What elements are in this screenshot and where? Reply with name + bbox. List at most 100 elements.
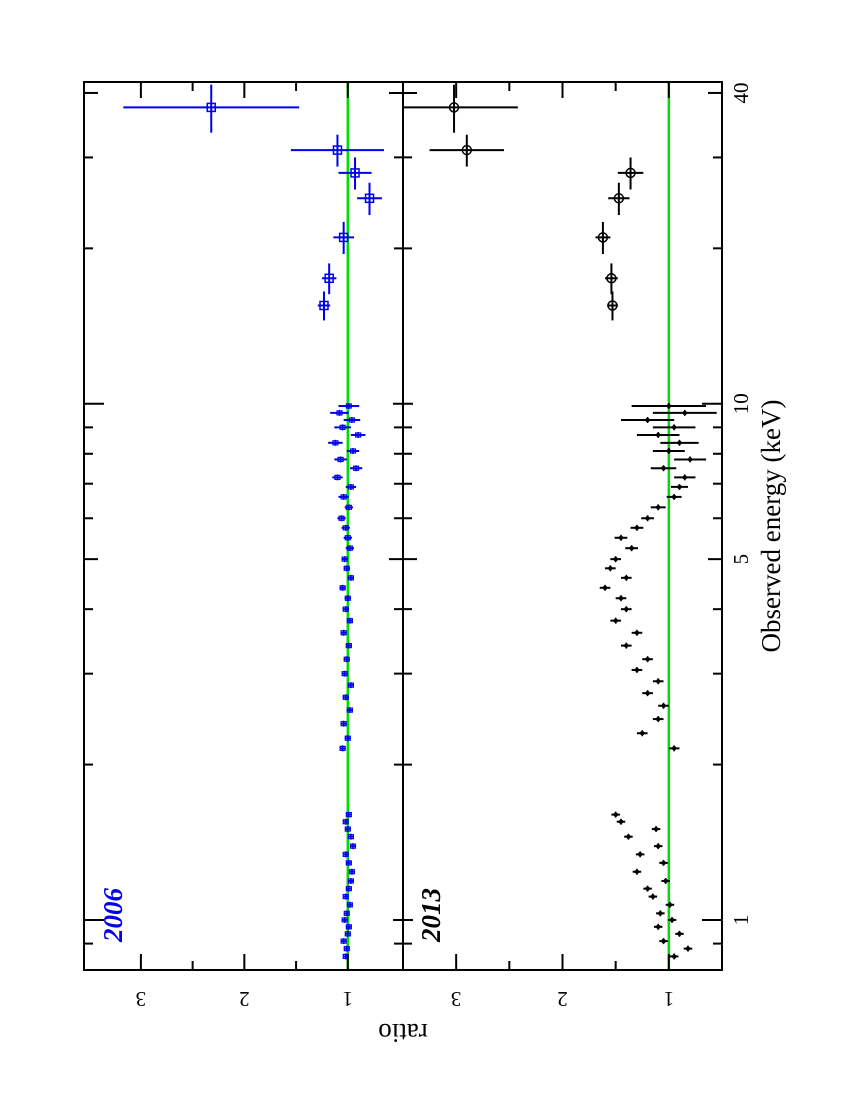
data-point xyxy=(340,494,347,500)
data-point xyxy=(607,300,618,311)
data-point xyxy=(677,484,682,490)
data-point xyxy=(666,403,672,409)
data-point xyxy=(602,585,608,591)
data-point xyxy=(342,694,349,700)
data-point xyxy=(345,403,352,409)
data-point xyxy=(667,902,673,908)
data-point xyxy=(345,924,352,930)
data-point xyxy=(346,902,353,908)
data-point xyxy=(656,924,661,930)
data-point xyxy=(340,721,347,727)
data-point xyxy=(339,745,346,751)
data-point xyxy=(319,300,329,311)
data-point xyxy=(348,869,356,875)
data-point xyxy=(346,545,353,551)
panel-2013: 2013 xyxy=(403,82,717,970)
data-point xyxy=(645,886,650,891)
data-point xyxy=(345,643,352,649)
y-axis-title: ratio xyxy=(378,1018,427,1048)
data-point xyxy=(658,911,663,916)
data-point xyxy=(685,946,691,951)
data-point xyxy=(341,917,348,923)
data-point xyxy=(339,585,346,591)
data-point xyxy=(650,894,656,899)
data-point xyxy=(343,946,350,952)
data-point xyxy=(332,440,339,446)
data-point xyxy=(347,682,354,688)
panel-label: 2013 xyxy=(416,888,446,943)
data-point xyxy=(340,938,347,944)
data-point xyxy=(342,819,349,825)
data-point xyxy=(355,432,362,438)
panel-label: 2006 xyxy=(98,888,128,944)
data-point xyxy=(336,410,343,416)
data-point xyxy=(350,168,360,178)
data-point xyxy=(346,707,353,713)
data-point xyxy=(634,667,640,673)
x-tick-label: 10 xyxy=(729,393,753,414)
data-point xyxy=(448,102,460,113)
data-point xyxy=(332,145,343,155)
data-point xyxy=(656,432,661,438)
y-tick-label: 1 xyxy=(664,987,675,1011)
data-point xyxy=(629,546,634,551)
data-point xyxy=(345,504,352,510)
data-point xyxy=(624,606,629,612)
data-point xyxy=(687,457,693,462)
data-point xyxy=(346,618,353,624)
data-point xyxy=(624,643,629,648)
data-point xyxy=(677,440,682,446)
data-point xyxy=(666,448,672,454)
data-point xyxy=(344,826,351,832)
data-point xyxy=(344,735,351,741)
data-point xyxy=(645,417,650,423)
data-point xyxy=(671,494,677,500)
data-point xyxy=(634,525,640,531)
data-point xyxy=(352,465,360,471)
axis-labels: 1 5 10 40 Observed energy (keV) ratio 1 2 3 3 2 1 xyxy=(136,82,786,1048)
data-point xyxy=(613,618,618,623)
data-point xyxy=(334,474,341,480)
data-point xyxy=(656,716,661,722)
data-point xyxy=(341,671,348,677)
data-point xyxy=(345,860,352,866)
x-axis-title: Observed energy (keV) xyxy=(756,400,786,653)
data-point xyxy=(338,515,345,521)
data-point xyxy=(669,917,675,923)
data-point xyxy=(342,525,349,531)
data-point xyxy=(608,566,613,571)
data-point xyxy=(656,843,661,849)
data-point xyxy=(618,819,624,824)
x-tick-label: 40 xyxy=(729,82,753,103)
data-point xyxy=(626,834,631,839)
data-point xyxy=(624,575,629,581)
data-point xyxy=(344,535,351,541)
data-point xyxy=(347,878,354,884)
data-point xyxy=(349,448,357,454)
data-point xyxy=(634,630,640,635)
x-tick-label: 5 xyxy=(729,554,753,565)
data-point xyxy=(640,731,645,736)
data-point xyxy=(613,556,618,562)
data-point xyxy=(597,232,609,243)
y-tick-label: 1 xyxy=(343,987,354,1011)
data-point xyxy=(348,417,356,423)
data-point xyxy=(347,575,354,581)
data-point xyxy=(340,630,347,636)
data-point xyxy=(206,102,216,113)
data-point xyxy=(613,193,625,204)
data-point xyxy=(671,425,677,430)
data-point xyxy=(671,746,677,751)
data-point xyxy=(342,606,349,612)
y-tick-label: 2 xyxy=(239,987,250,1011)
data-point xyxy=(349,843,357,849)
data-point xyxy=(343,656,350,662)
data-point xyxy=(682,410,687,416)
data-point xyxy=(345,886,352,892)
data-point xyxy=(637,852,643,857)
data-point xyxy=(347,484,354,490)
data-point xyxy=(341,556,348,562)
data-point xyxy=(663,878,668,884)
data-point xyxy=(344,595,351,601)
data-point xyxy=(618,535,624,540)
